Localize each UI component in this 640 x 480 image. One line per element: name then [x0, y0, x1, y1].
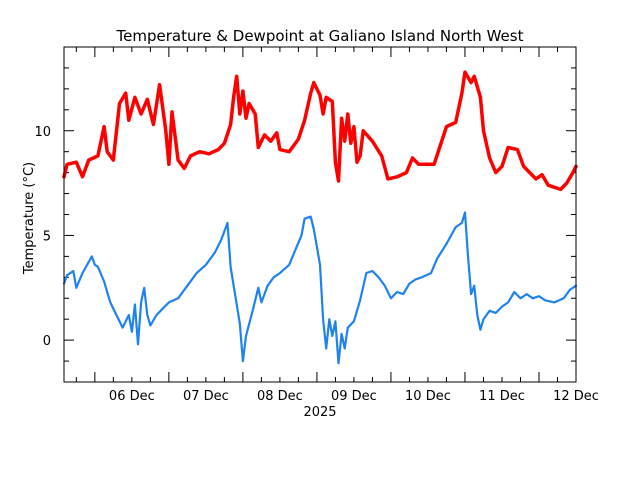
chart-title: Temperature & Dewpoint at Galiano Island… — [116, 27, 524, 45]
x-tick-label: 09 Dec — [331, 389, 377, 404]
x-tick-label: 07 Dec — [183, 389, 229, 404]
axis-ticks: 0 5 10 06 Dec 07 Dec 08 Dec 09 Dec 10 Dec 11 Dec… — [34, 47, 599, 404]
y-tick-label: 10 — [34, 125, 51, 140]
dewpoint-series-line — [62, 211, 578, 365]
x-tick-label: 06 Dec — [109, 389, 155, 404]
x-tick-label: 11 Dec — [479, 389, 525, 404]
x-tick-label: 10 Dec — [405, 389, 451, 404]
temperature-series-line — [62, 70, 578, 192]
y-axis-label: Temperature (°C) — [22, 162, 37, 275]
x-tick-label: 12 Dec — [553, 389, 599, 404]
x-tick-label: 08 Dec — [257, 389, 303, 404]
data-series — [62, 70, 578, 365]
x-axis-label: 2025 — [303, 405, 336, 420]
y-tick-label: 5 — [43, 229, 51, 244]
y-tick-label: 0 — [43, 334, 51, 349]
plot-frame — [63, 46, 577, 383]
